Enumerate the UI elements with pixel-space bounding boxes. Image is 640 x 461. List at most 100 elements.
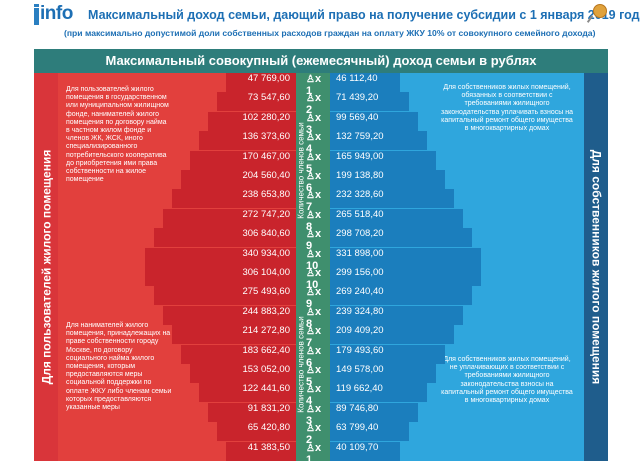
right-value: 298 708,20 [330,228,472,248]
family-size-cell: ♙ x 10 [306,248,330,272]
right-value: 132 759,20 [330,131,427,151]
family-size-count: x 2 [306,92,322,117]
left-value: 306 840,60 [154,228,296,248]
logo-dot [34,4,39,7]
family-size-cell: ♙ x 5 [306,364,330,388]
left-value: 340 934,00 [145,247,296,267]
top-right-description: Для собственников жилых помещений, обяза… [441,84,573,133]
family-size-cell: ♙ x 4 [306,131,330,155]
person-icon: ♙ [306,442,315,454]
right-value: 179 493,60 [330,344,445,364]
family-size-cell: ♙ x 10 [306,267,330,291]
family-size-count: x 1 [306,73,322,97]
person-icon: ♙ [306,365,315,376]
logo-text: info [40,3,73,24]
center-column-bottom [296,267,330,461]
person-icon: ♙ [306,229,315,241]
person-icon: ♙ [306,287,315,299]
family-size-count: x 7 [306,189,322,214]
right-value: 46 112,40 [330,73,400,92]
family-size-count: x 1 [306,441,322,461]
right-value: 199 138,80 [330,170,445,189]
family-size-count: x 10 [306,267,322,291]
person-icon: ♙ [306,171,315,182]
family-size-cell: ♙ x 1 [306,73,330,97]
family-size-cell: ♙ x 6 [306,170,330,194]
family-size-count: x 5 [306,150,322,175]
left-value: 102 280,20 [208,111,296,131]
info-logo: info [34,3,88,26]
right-value: 165 949,00 [330,150,436,170]
family-size-cell: ♙ x 1 [306,442,330,461]
right-value: 239 324,80 [330,305,463,325]
left-value: 73 547,60 [217,92,296,112]
family-size-cell: ♙ x 9 [306,228,330,252]
right-value: 269 240,40 [330,286,472,306]
family-size-cell: ♙ x 7 [306,325,330,349]
left-value: 214 272,80 [172,325,296,345]
family-size-count: x 9 [306,228,322,253]
right-value: 40 109,70 [330,441,400,461]
left-value: 91 831,20 [208,402,296,422]
right-value: 331 898,00 [330,247,481,267]
left-value: 244 883,20 [163,305,296,325]
right-vertical-bar: Для собственников жилого помещения [584,73,608,461]
family-size-cell: ♙ x 9 [306,286,330,310]
right-value: 149 578,00 [330,364,436,383]
family-size-label-top: Количество членов семьи [296,73,306,267]
family-size-label-text: Количество членов семьи [296,315,306,413]
person-icon: ♙ [306,403,315,415]
family-size-cell: ♙ x 8 [306,209,330,233]
person-icon: ♙ [306,132,315,144]
left-value: 47 769,00 [226,73,296,92]
family-size-cell: ♙ x 4 [306,383,330,407]
person-icon: ♙ [306,209,315,221]
left-value: 183 662,40 [181,344,296,364]
left-value: 136 373,60 [199,131,296,151]
person-icon: ♙ [306,93,315,105]
family-size-cell: ♙ x 3 [306,112,330,136]
bottom-left-description: Для нанимателей жилого помещения, принад… [66,322,172,412]
family-size-count: x 8 [306,208,322,233]
family-size-label-text: Количество членов семьи [296,121,306,219]
left-value: 153 052,00 [190,364,296,383]
right-value: 265 518,40 [330,208,463,228]
family-size-count: x 4 [306,131,322,156]
header: info Максимальный доход семьи, дающий пр… [0,0,640,46]
family-size-count: x 6 [306,344,322,369]
person-icon: ♙ [306,190,315,202]
family-size-cell: ♙ x 6 [306,345,330,369]
bottom-right-description: Для собственников жилых помещений, не уп… [441,356,573,405]
center-column-top [296,73,330,267]
left-value: 122 441,60 [199,383,296,403]
infographic-banner: Максимальный совокупный (ежемесячный) до… [34,49,608,73]
person-icon: ♙ [306,384,315,396]
left-vertical-bar: Для пользователей жилого помещения [34,73,58,461]
person-icon: ♙ [306,306,315,318]
right-value: 71 439,20 [330,92,409,112]
family-size-cell: ♙ x 8 [306,306,330,330]
left-value: 275 493,60 [154,286,296,306]
family-size-count: x 9 [306,286,322,311]
family-size-count: x 5 [306,364,322,388]
left-value: 204 560,40 [181,170,296,189]
family-size-cell: ♙ x 2 [306,422,330,446]
logo-bar [34,8,39,25]
right-vertical-label: Для собственников жилого помещения [589,149,603,385]
family-size-count: x 3 [306,111,322,136]
family-size-count: x 6 [306,170,322,194]
family-size-cell: ♙ x 7 [306,189,330,213]
person-icon: ♙ [306,74,315,85]
page-title: Максимальный доход семьи, дающий право н… [88,8,640,22]
left-value: 238 653,80 [172,189,296,209]
family-size-count: x 10 [306,247,322,272]
family-size-label-bottom: Количество членов семьи [296,267,306,461]
left-value: 306 104,00 [145,267,296,286]
person-icon: ♙ [306,151,315,163]
family-size-count: x 2 [306,422,322,447]
person-icon: ♙ [306,423,315,435]
pushpin-icon [593,4,607,18]
right-value: 209 409,20 [330,325,454,345]
family-size-count: x 8 [306,305,322,330]
right-value: 89 746,80 [330,402,418,422]
